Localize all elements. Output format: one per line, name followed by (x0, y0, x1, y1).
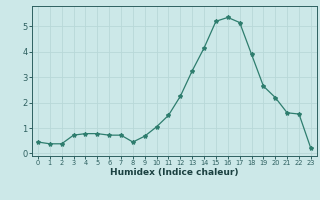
X-axis label: Humidex (Indice chaleur): Humidex (Indice chaleur) (110, 168, 239, 177)
